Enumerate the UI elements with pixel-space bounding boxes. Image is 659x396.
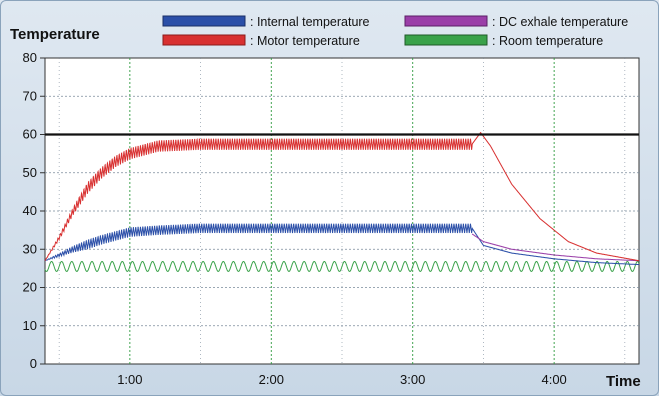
legend-label-internal: : Internal temperature: [250, 15, 370, 29]
y-tick-label: 10: [23, 318, 37, 333]
legend-swatch-dc-exhale: [404, 15, 488, 27]
y-tick-label: 80: [23, 50, 37, 65]
y-tick-label: 20: [23, 280, 37, 295]
legend-swatch-internal: [162, 15, 246, 27]
x-axis-label: Time: [606, 373, 641, 390]
series-line-internal: [44, 223, 640, 266]
legend-swatch-room: [404, 34, 488, 46]
legend-swatch-motor: [162, 34, 246, 46]
y-tick-label: 0: [30, 356, 37, 371]
y-axis-label: Temperature: [10, 26, 100, 43]
y-tick-label: 40: [23, 203, 37, 218]
series-line-motor: [44, 131, 639, 262]
series-group: [44, 131, 640, 272]
grid: [45, 58, 639, 364]
x-tick-label: 4:00: [541, 372, 566, 387]
x-tick-label: 3:00: [400, 372, 425, 387]
y-tick-label: 50: [23, 165, 37, 180]
x-tick-label: 2:00: [259, 372, 284, 387]
y-tick-label: 70: [23, 88, 37, 103]
y-tick-label: 60: [23, 127, 37, 142]
legend: : Internal temperature : Motor temperatu…: [162, 15, 628, 48]
series-line-dc-exhale: [471, 233, 639, 262]
legend-label-room: : Room temperature: [492, 34, 603, 48]
ticks: 0 10 20 30 40 50 60 70 80 1:00 2:00 3:00 4:00: [23, 50, 567, 387]
series-line-room: [44, 261, 640, 272]
y-tick-label: 30: [23, 241, 37, 256]
legend-label-dc-exhale: : DC exhale temperature: [492, 15, 628, 29]
legend-label-motor: : Motor temperature: [250, 34, 360, 48]
x-tick-label: 1:00: [117, 372, 142, 387]
